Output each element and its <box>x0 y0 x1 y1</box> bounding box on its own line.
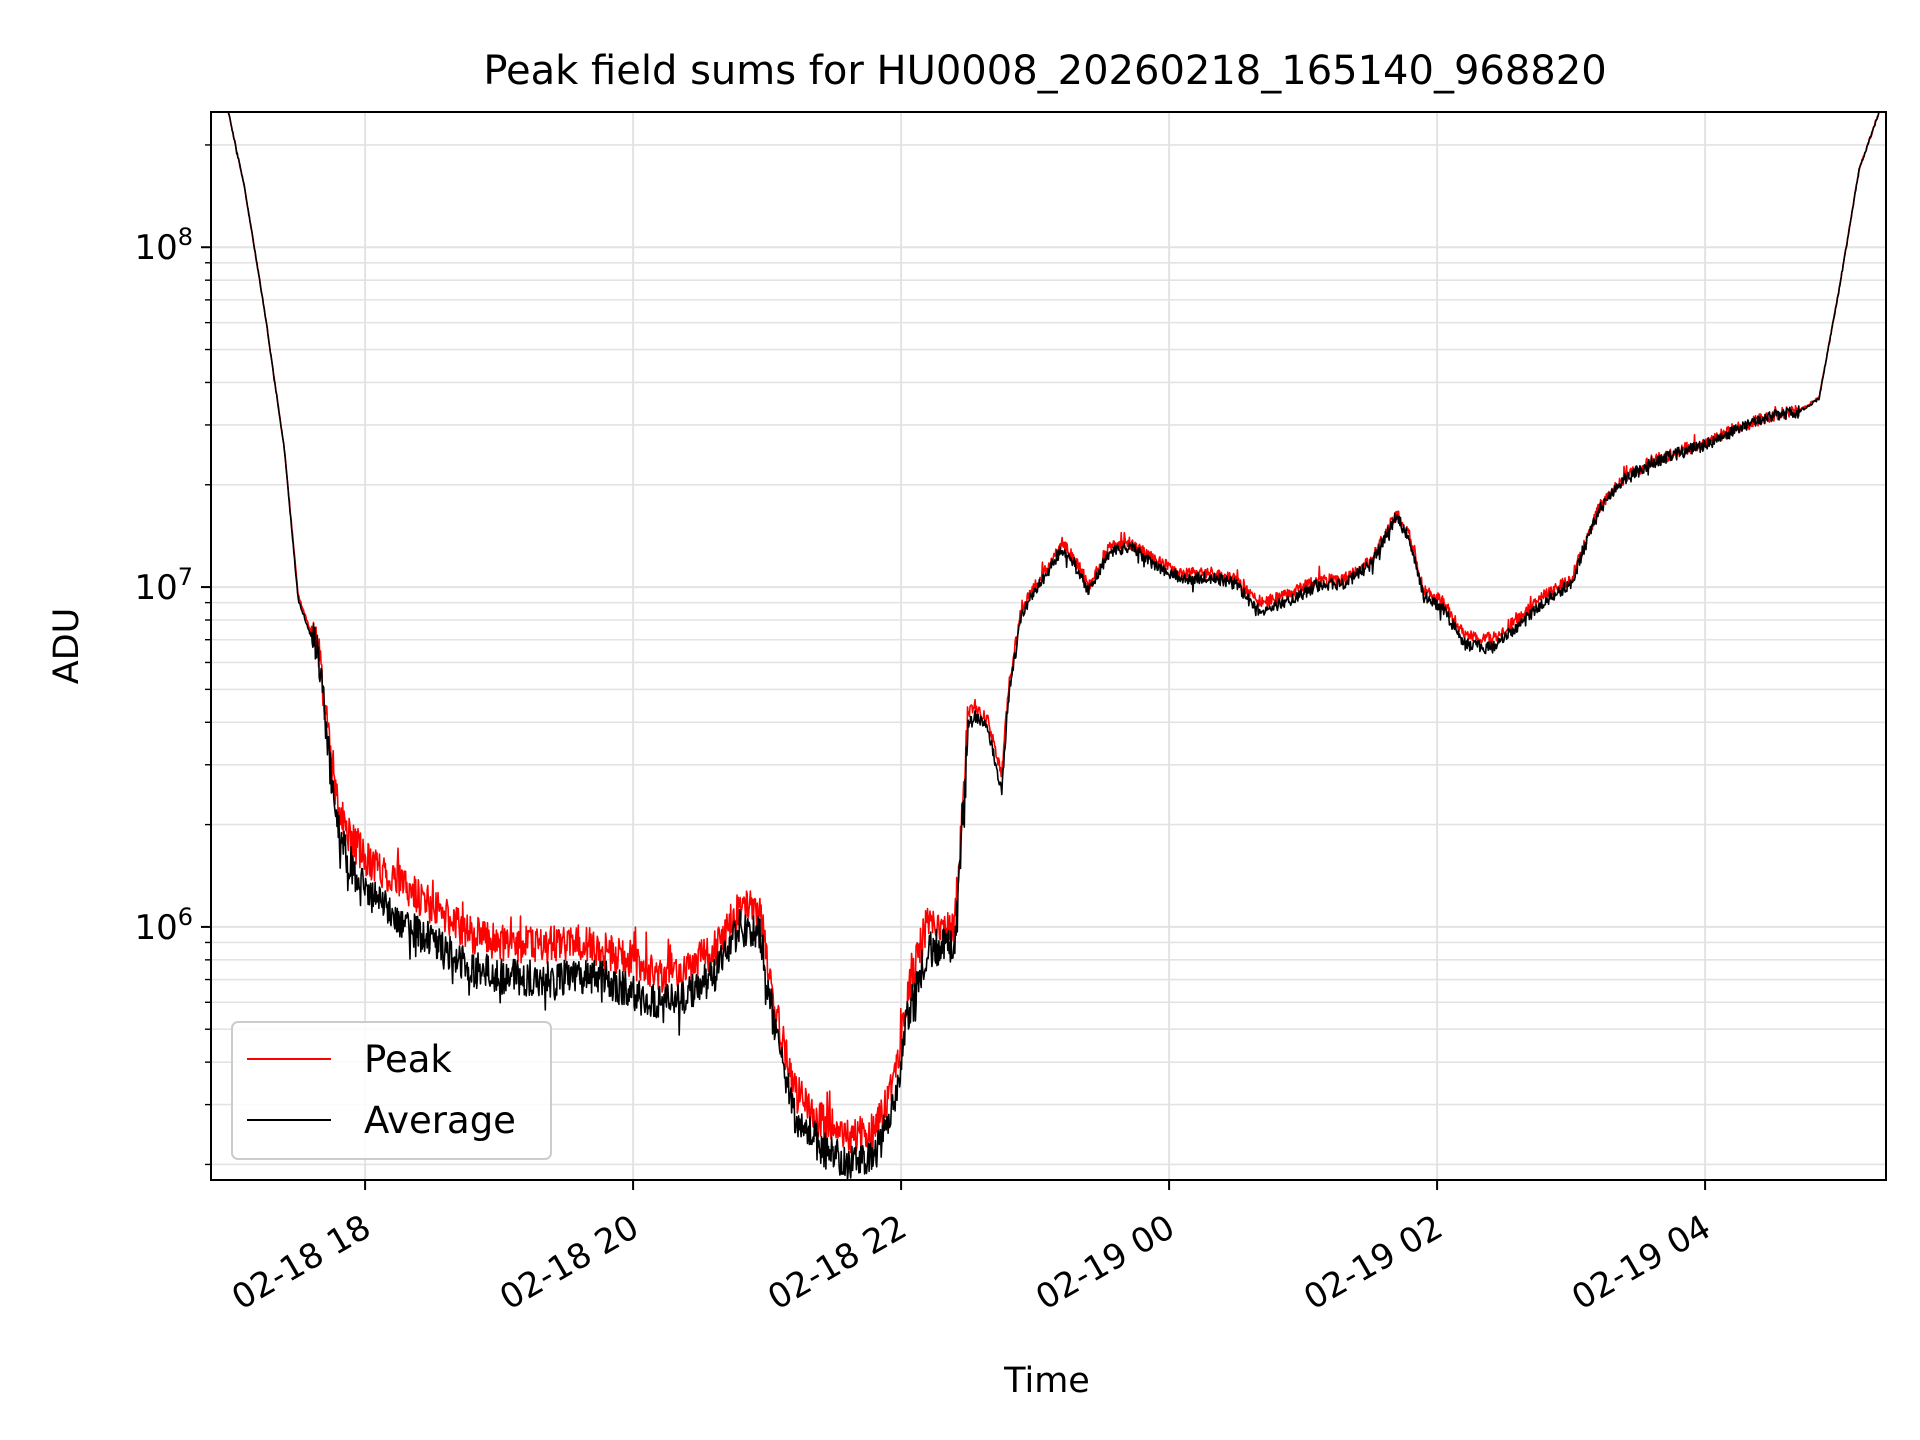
y-tick-exponent: 6 <box>178 903 193 931</box>
x-axis-label: Time <box>1003 1361 1090 1401</box>
legend-peak-label: Peak <box>364 1038 452 1081</box>
y-tick-label: 107 <box>134 563 193 608</box>
legend-average-label: Average <box>364 1099 516 1142</box>
legend: Peak Average <box>231 1021 552 1160</box>
plot-frame <box>210 111 1887 1181</box>
y-tick-label: 106 <box>134 903 193 948</box>
y-tick-base: 10 <box>134 228 177 268</box>
grid <box>211 112 1886 1180</box>
chart-title: Peak field sums for HU0008_20260218_1651… <box>483 48 1606 94</box>
y-axis-label: ADU <box>47 608 87 685</box>
y-tick-exponent: 7 <box>178 563 193 591</box>
y-tick-base: 10 <box>134 568 177 608</box>
legend-box <box>231 1021 552 1160</box>
y-tick-base: 10 <box>134 908 177 948</box>
average-series-line <box>227 111 1880 1181</box>
series-lines <box>227 111 1880 1181</box>
y-tick-exponent: 8 <box>178 223 193 251</box>
y-tick-label: 108 <box>134 223 193 268</box>
